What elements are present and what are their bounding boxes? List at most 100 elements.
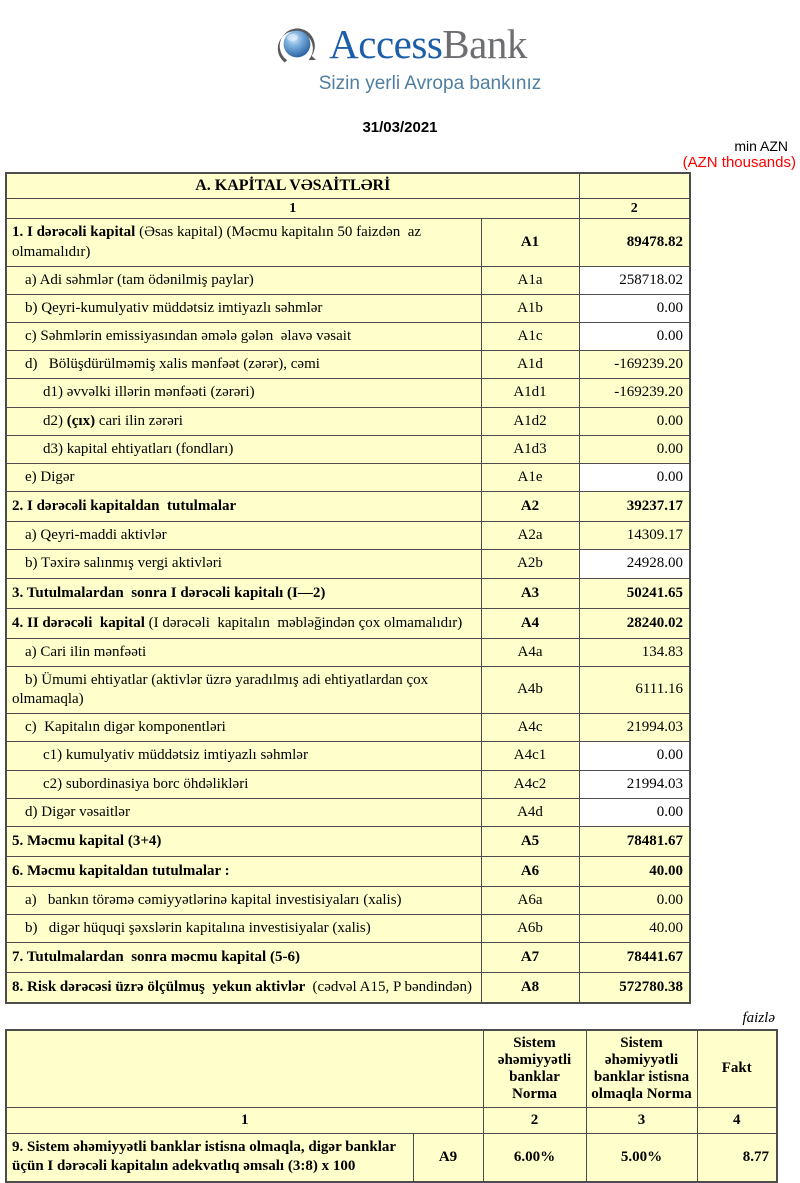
row-code: A4c1 bbox=[480, 741, 580, 771]
row-label-segment: d2) bbox=[43, 412, 67, 429]
row-code: A4c2 bbox=[480, 769, 580, 799]
row-code: A4b bbox=[480, 665, 580, 715]
row-label-segment: a) Qeyri-maddi aktivlər bbox=[25, 527, 167, 544]
bank-globe-icon bbox=[273, 20, 321, 68]
row-value: 572780.38 bbox=[578, 972, 691, 1004]
row-label: d3) kapital ehtiyatları (fondları) bbox=[5, 434, 482, 465]
row-code: A7 bbox=[480, 942, 580, 974]
row-label-segment: d) Bölüşdürülməmiş xalis mənfəət (zərər)… bbox=[25, 356, 320, 373]
row-label-segment: 6. Məcmu kapitaldan tutulmalar : bbox=[12, 862, 230, 879]
ratio-row-fakt-value: 8.77 bbox=[696, 1132, 778, 1183]
row-code: A4 bbox=[480, 607, 580, 639]
row-label: c1) kumulyativ müddətsiz imtiyazlı səhml… bbox=[5, 741, 482, 771]
row-value: 50241.65 bbox=[578, 577, 691, 609]
row-label: c2) subordinasiya borc öhdəlikləri bbox=[5, 769, 482, 799]
row-label: e) Digər bbox=[5, 463, 482, 493]
capital-table-title-row: A. KAPİTAL VƏSAİTLƏRİ bbox=[5, 172, 691, 200]
row-value: 14309.17 bbox=[578, 521, 691, 551]
ratio-row-label: 9. Sistem əhəmiyyətli banklar istisna ol… bbox=[5, 1132, 414, 1183]
capital-table-body: 1. I dərəcəli kapital (Əsas kapital) (Mə… bbox=[5, 218, 691, 1004]
ratio-column-number-2: 2 bbox=[482, 1106, 587, 1134]
row-label: a) bankın törəmə cəmiyyətlərinə kapital … bbox=[5, 885, 482, 916]
table-row: 6. Məcmu kapitaldan tutulmalar : A6 40.00 bbox=[5, 855, 691, 887]
row-label: d2) (çıx) cari ilin zərəri bbox=[5, 406, 482, 436]
row-code: A2a bbox=[480, 521, 580, 551]
row-label-segment: d) Digər vəsaitlər bbox=[25, 803, 130, 820]
row-label-segment: b) Təxirə salınmış vergi aktivləri bbox=[25, 555, 222, 572]
row-label-segment: 2. I dərəcəli kapitaldan tutulmalar bbox=[12, 498, 237, 515]
row-label: 3. Tutulmalardan sonra I dərəcəli kapita… bbox=[5, 577, 482, 609]
row-label: 4. II dərəcəli kapital (I dərəcəli kapit… bbox=[5, 607, 482, 639]
row-value: 6111.16 bbox=[578, 665, 691, 715]
table-row: a) Adi səhmlər (tam ödənilmiş paylar) A1a… bbox=[5, 265, 691, 295]
row-value: 78481.67 bbox=[578, 825, 691, 857]
row-label-segment: 1. I dərəcəli kapital bbox=[12, 224, 140, 241]
row-label-segment: c) Səhmlərin emissiyasından əmələ gələn … bbox=[25, 328, 352, 345]
row-code: A4c bbox=[480, 713, 580, 743]
row-label: 8. Risk dərəcəsi üzrə ölçülmuş yekun akt… bbox=[5, 972, 482, 1004]
column-number-2: 2 bbox=[578, 198, 691, 220]
row-label-segment: 4. II dərəcəli kapital bbox=[12, 614, 149, 631]
table-row: b) Təxirə salınmış vergi aktivləri A2b 249… bbox=[5, 549, 691, 579]
table-row: e) Digər A1e 0.00 bbox=[5, 463, 691, 493]
row-code: A1d2 bbox=[480, 406, 580, 436]
ratio-row-sistem-norma-value: 6.00% bbox=[482, 1132, 587, 1183]
ratio-header-istisna-norma: Sistem əhəmiyyətli banklar istisna olmaq… bbox=[585, 1029, 698, 1108]
row-code: A6a bbox=[480, 885, 580, 916]
row-code: A1e bbox=[480, 463, 580, 493]
row-label-segment: 8. Risk dərəcəsi üzrə ölçülmuş yekun akt… bbox=[12, 978, 313, 995]
row-value: 0.00 bbox=[578, 406, 691, 436]
row-label-segment: d3) kapital ehtiyatları (fondları) bbox=[43, 440, 234, 457]
row-value: -169239.20 bbox=[578, 350, 691, 380]
row-label: 7. Tutulmalardan sonra məcmu kapital (5-… bbox=[5, 942, 482, 974]
row-label: d1) əvvəlki illərin mənfəəti (zərəri) bbox=[5, 378, 482, 408]
table-row: c) Səhmlərin emissiyasından əmələ gələn … bbox=[5, 322, 691, 352]
row-label: a) Qeyri-maddi aktivlər bbox=[5, 521, 482, 551]
row-label-segment: b) Qeyri-kumulyativ müddətsiz imtiyazlı … bbox=[25, 299, 323, 316]
row-code: A4d bbox=[480, 797, 580, 827]
row-value: 39237.17 bbox=[578, 491, 691, 523]
ratio-column-number-3: 3 bbox=[585, 1106, 698, 1134]
row-code: A6 bbox=[480, 855, 580, 887]
table-row: c1) kumulyativ müddətsiz imtiyazlı səhml… bbox=[5, 741, 691, 771]
row-value: 0.00 bbox=[578, 797, 691, 827]
row-value: -169239.20 bbox=[578, 378, 691, 408]
capital-table-numbering-row: 1 2 bbox=[5, 198, 691, 220]
capital-table: A. KAPİTAL VƏSAİTLƏRİ 1 2 1. I dərəcəli … bbox=[5, 172, 691, 1004]
row-code: A1 bbox=[480, 218, 580, 267]
row-label: 6. Məcmu kapitaldan tutulmalar : bbox=[5, 855, 482, 887]
row-code: A2 bbox=[480, 491, 580, 523]
row-code: A1d bbox=[480, 350, 580, 380]
row-label: d) Digər vəsaitlər bbox=[5, 797, 482, 827]
row-label: b) Təxirə salınmış vergi aktivləri bbox=[5, 549, 482, 579]
row-label-segment: e) Digər bbox=[25, 469, 75, 486]
row-code: A1a bbox=[480, 265, 580, 295]
row-label-segment: b) Ümumi ehtiyatlar (aktivlər üzrə yarad… bbox=[12, 671, 432, 707]
row-label: b) Ümumi ehtiyatlar (aktivlər üzrə yarad… bbox=[5, 665, 482, 715]
row-value: 78441.67 bbox=[578, 942, 691, 974]
percent-note: faizlə bbox=[742, 1009, 776, 1026]
ratio-column-number-1: 1 bbox=[5, 1106, 484, 1134]
table-row: d) Digər vəsaitlər A4d 0.00 bbox=[5, 797, 691, 827]
ratio-header-empty-cell bbox=[5, 1029, 484, 1108]
row-value: 0.00 bbox=[578, 741, 691, 771]
ratio-table-header-row: Sistem əhəmiyyətli banklar Norma Sistem … bbox=[5, 1029, 778, 1108]
row-label: a) Cari ilin mənfəəti bbox=[5, 637, 482, 667]
unit-note-azn-thousands: (AZN thousands) bbox=[682, 154, 796, 172]
row-label: c) Səhmlərin emissiyasından əmələ gələn … bbox=[5, 322, 482, 352]
brand-bank: Bank bbox=[442, 20, 527, 67]
row-value: 28240.02 bbox=[578, 607, 691, 639]
table-row: 1. I dərəcəli kapital (Əsas kapital) (Mə… bbox=[5, 218, 691, 267]
row-label-segment: b) digər hüquqi şəxslərin kapitalına inv… bbox=[25, 920, 371, 937]
ratio-table: Sistem əhəmiyyətli banklar Norma Sistem … bbox=[5, 1028, 778, 1183]
ratio-header-sistem-norma: Sistem əhəmiyyətli banklar Norma bbox=[482, 1029, 587, 1108]
table-row: d) Bölüşdürülməmiş xalis mənfəət (zərər)… bbox=[5, 350, 691, 380]
row-value: 40.00 bbox=[578, 855, 691, 887]
row-label-segment: (çıx) bbox=[66, 412, 96, 429]
table-row: b) Qeyri-kumulyativ müddətsiz imtiyazlı … bbox=[5, 293, 691, 324]
row-label-segment: c2) subordinasiya borc öhdəlikləri bbox=[43, 775, 249, 792]
row-value: 258718.02 bbox=[578, 265, 691, 295]
row-label: 1. I dərəcəli kapital (Əsas kapital) (Mə… bbox=[5, 218, 482, 267]
table-row: a) Qeyri-maddi aktivlər A2a 14309.17 bbox=[5, 521, 691, 551]
ratio-row-code: A9 bbox=[412, 1132, 484, 1183]
